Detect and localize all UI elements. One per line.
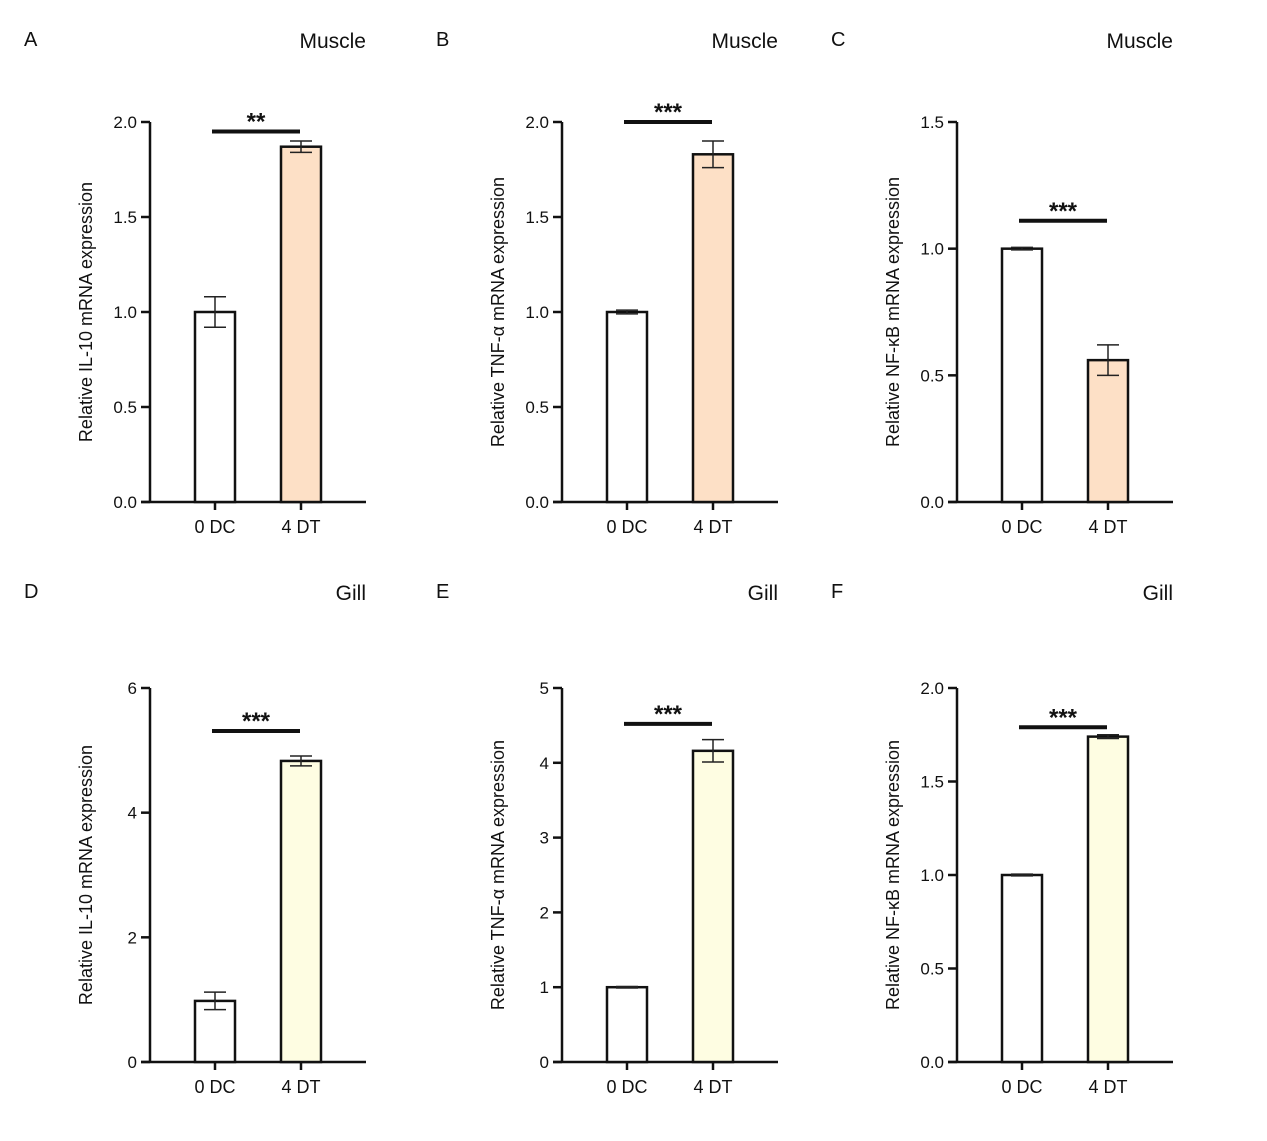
y-tick-label: 1.5 — [525, 208, 549, 227]
y-tick-label: 2 — [540, 903, 549, 922]
y-tick-label: 0.0 — [920, 493, 944, 512]
bar — [605, 985, 649, 1064]
panel-e: E Gill Relative TNF-α mRNA expression 0 1 2 3 4… — [436, 581, 778, 1097]
bar — [279, 759, 323, 1064]
y-tick-label: 1.0 — [113, 303, 137, 322]
y-tick-label: 1 — [540, 978, 549, 997]
y-tick-label: 5 — [540, 679, 549, 698]
panel-title: Gill — [748, 582, 778, 605]
significance-label: *** — [242, 708, 271, 735]
bar — [279, 145, 323, 504]
bar — [1086, 735, 1130, 1064]
x-tick-label: 0 DC — [606, 1077, 647, 1097]
x-tick-label: 4 DT — [281, 1077, 320, 1097]
y-tick-label: 1.0 — [525, 303, 549, 322]
x-tick-label: 0 DC — [194, 517, 235, 537]
y-tick-label: 2.0 — [525, 113, 549, 132]
significance-label: *** — [1049, 704, 1078, 731]
x-tick-label: 4 DT — [693, 1077, 732, 1097]
x-tick-label: 0 DC — [606, 517, 647, 537]
panel-title: Muscle — [299, 30, 366, 53]
y-tick-label: 0 — [128, 1053, 137, 1072]
bar — [605, 310, 649, 504]
panel-letter: F — [831, 581, 843, 603]
panel-b: B Muscle Relative TNF-α mRNA expression 0.0… — [436, 29, 778, 537]
y-tick-label: 1.0 — [920, 866, 944, 885]
bar — [1000, 247, 1044, 504]
y-tick-label: 4 — [540, 754, 549, 773]
panel-title: Muscle — [1106, 30, 1173, 53]
y-tick-label: 0.0 — [113, 493, 137, 512]
bar — [1086, 358, 1130, 504]
x-tick-label: 4 DT — [1088, 517, 1127, 537]
panel-a: A Muscle Relative IL-10 mRNA expression 0.0… — [24, 29, 366, 537]
panel-f: F Gill Relative NF-κB mRNA expression 0.0 0.… — [831, 581, 1173, 1097]
panel-d: D Gill Relative IL-10 mRNA expression 0 2 4 6 0… — [24, 581, 366, 1097]
panel-title: Gill — [1143, 582, 1173, 605]
y-tick-label: 0.5 — [920, 366, 944, 385]
bar — [1000, 873, 1044, 1064]
panel-letter: B — [436, 29, 449, 51]
y-axis-label: Relative TNF-α mRNA expression — [488, 740, 508, 1010]
panel-letter: D — [24, 581, 38, 603]
significance-label: *** — [654, 99, 683, 126]
y-axis-label: Relative NF-κB mRNA expression — [883, 177, 903, 447]
y-tick-label: 3 — [540, 829, 549, 848]
y-tick-label: 0.5 — [113, 398, 137, 417]
x-tick-label: 4 DT — [281, 517, 320, 537]
y-tick-label: 2.0 — [113, 113, 137, 132]
y-tick-label: 0.5 — [525, 398, 549, 417]
y-axis-label: Relative IL-10 mRNA expression — [76, 182, 96, 442]
bar — [193, 310, 237, 504]
significance-label: *** — [1049, 198, 1078, 225]
x-tick-label: 0 DC — [194, 1077, 235, 1097]
x-tick-label: 0 DC — [1001, 1077, 1042, 1097]
y-tick-label: 1.0 — [920, 240, 944, 259]
y-tick-label: 1.5 — [113, 208, 137, 227]
y-tick-label: 1.5 — [920, 773, 944, 792]
x-tick-label: 4 DT — [693, 517, 732, 537]
y-tick-label: 2.0 — [920, 679, 944, 698]
panel-title: Muscle — [711, 30, 778, 53]
bar — [691, 153, 735, 504]
y-tick-label: 0.0 — [525, 493, 549, 512]
panel-letter: A — [24, 29, 38, 51]
bar — [691, 749, 735, 1064]
panel-letter: E — [436, 581, 449, 603]
y-tick-label: 0.5 — [920, 960, 944, 979]
panel-letter: C — [831, 29, 845, 51]
y-tick-label: 6 — [128, 679, 137, 698]
y-tick-label: 0.0 — [920, 1053, 944, 1072]
y-axis-label: Relative NF-κB mRNA expression — [883, 740, 903, 1010]
y-axis-label: Relative TNF-α mRNA expression — [488, 177, 508, 447]
y-tick-label: 1.5 — [920, 113, 944, 132]
significance-label: *** — [654, 701, 683, 728]
y-tick-label: 2 — [128, 928, 137, 947]
y-axis-label: Relative IL-10 mRNA expression — [76, 745, 96, 1005]
y-tick-label: 4 — [128, 804, 137, 823]
panel-title: Gill — [336, 582, 366, 605]
significance-label: ** — [247, 109, 266, 136]
x-tick-label: 4 DT — [1088, 1077, 1127, 1097]
y-tick-label: 0 — [540, 1053, 549, 1072]
panel-c: C Muscle Relative NF-κB mRNA expression 0.0… — [831, 29, 1173, 537]
x-tick-label: 0 DC — [1001, 517, 1042, 537]
